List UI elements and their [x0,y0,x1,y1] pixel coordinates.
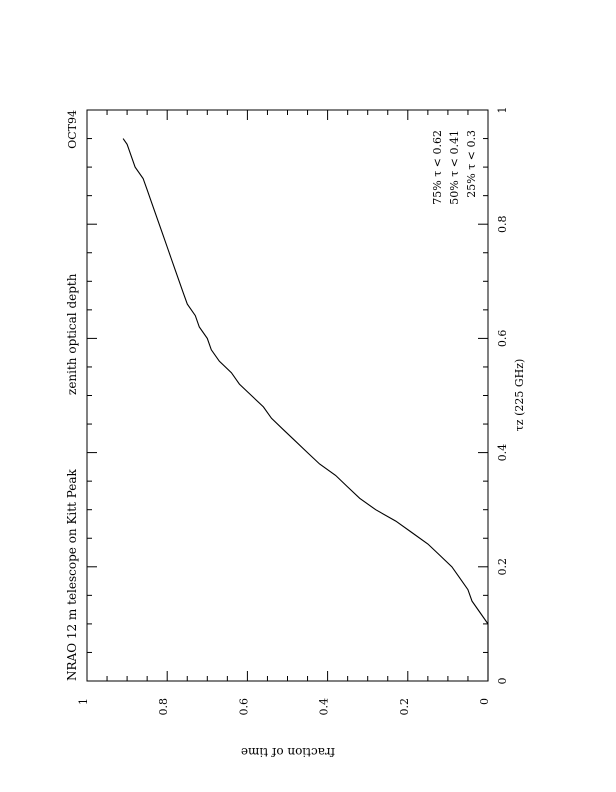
y-tick-label: 1 [77,698,90,705]
annotation-75: 75% τ < 0.62 [431,130,444,205]
period-label: OCT94 [66,110,79,149]
x-tick-label: 0.6 [496,330,509,348]
chart-title: NRAO 12 m telescope on Kitt Peak [65,468,79,681]
y-axis-title: fraction of time [241,745,335,759]
x-tick-label: 0.8 [496,215,509,233]
x-tick-label: 1 [496,107,509,114]
y-tick-label: 0.2 [398,698,411,716]
y-tick-label: 0 [478,698,491,705]
tick-labels: 0 0.2 0.4 0.6 0.8 1 0 0.2 0.4 0.6 0.8 1 [77,107,509,716]
x-axis-title: τz (225 GHz) [513,359,526,432]
x-tick-label: 0.4 [496,444,509,462]
tick-marks [86,109,489,682]
chart-subtitle: zenith optical depth [65,273,79,395]
y-tick-label: 0.4 [318,698,331,716]
y-tick-label: 0.8 [157,698,170,716]
x-tick-label: 0.2 [496,558,509,576]
x-tick-label: 0 [496,678,509,685]
annotation-50: 50% τ < 0.41 [448,130,461,205]
annotation-25: 25% τ < 0.3 [465,130,478,198]
cumulative-curve [122,138,489,681]
plot-frame [86,109,489,682]
y-tick-label: 0.6 [237,698,250,716]
